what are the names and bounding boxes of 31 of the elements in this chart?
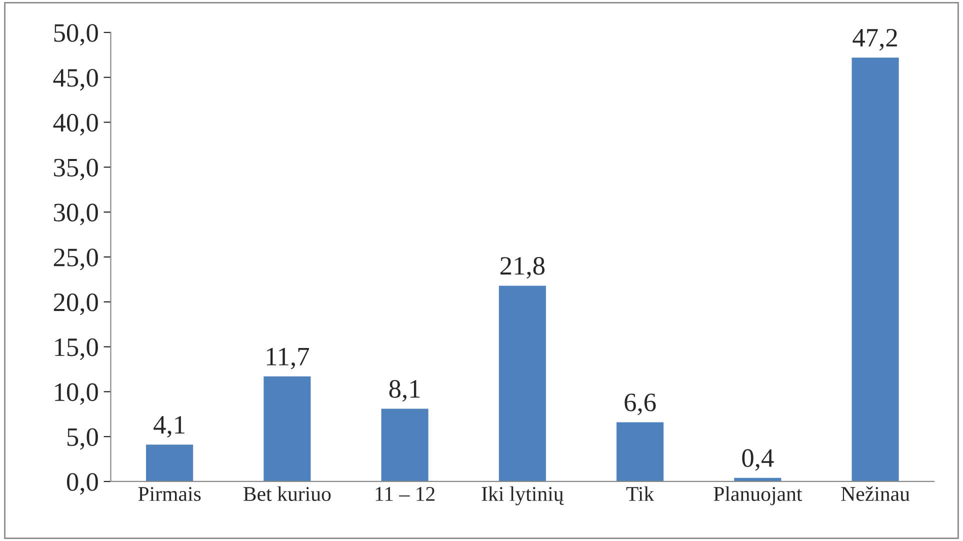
data-label: 0,4 [742, 449, 774, 471]
x-tick-label: Pirmais [138, 487, 201, 502]
y-tick-label: 30,0 [54, 204, 98, 226]
data-label: 8,1 [389, 380, 420, 402]
bar [616, 422, 664, 482]
x-tick-label: Tik [626, 486, 654, 501]
y-tick-label: 50,0 [54, 24, 98, 46]
y-tick-label: 40,0 [53, 114, 98, 136]
bar [146, 444, 194, 482]
x-tick-label: Planuojant [714, 486, 802, 506]
y-tick-label: 10,0 [55, 383, 98, 405]
bar [852, 58, 899, 482]
y-tick-label: 25,0 [54, 248, 98, 270]
data-label: 47,2 [852, 28, 897, 50]
data-label: 21,8 [500, 256, 545, 279]
x-tick-label: Nežinau [841, 486, 910, 502]
x-tick-label: Bet kuriuo [244, 486, 331, 502]
y-tick-label: 5,0 [67, 428, 98, 450]
x-tick-label: 11 – 12 [376, 487, 435, 501]
bar [381, 408, 428, 482]
data-label: 4,1 [154, 416, 184, 438]
y-tick-label: 0,0 [66, 473, 98, 495]
y-tick-label: 35,0 [54, 158, 98, 180]
bar [264, 376, 311, 482]
y-tick-label: 45,0 [53, 68, 98, 91]
data-label: 6,6 [624, 394, 656, 416]
x-tick-label: Iki lytinių [482, 486, 564, 506]
y-tick-label: 15,0 [55, 338, 98, 360]
bar [498, 286, 546, 482]
y-tick-label: 20,0 [54, 293, 98, 316]
data-label: 11,7 [266, 348, 310, 370]
